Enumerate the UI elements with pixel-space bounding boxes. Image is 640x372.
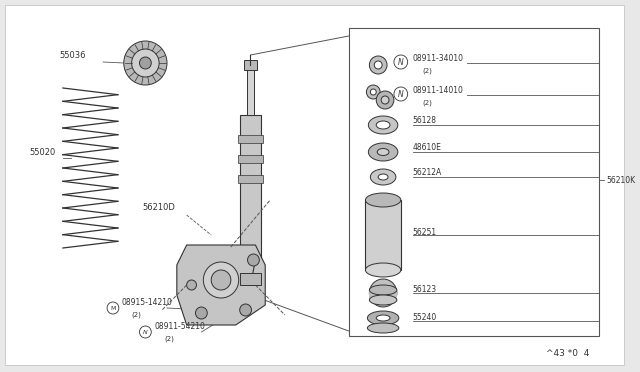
Text: 48610E: 48610E [413, 143, 442, 152]
Ellipse shape [371, 169, 396, 185]
Bar [247, 65, 254, 115]
Bar [369, 290, 397, 300]
Text: 08915-14210: 08915-14210 [122, 298, 173, 307]
Text: 08911-54210: 08911-54210 [154, 322, 205, 331]
Ellipse shape [367, 311, 399, 325]
Text: 56210K: 56210K [606, 176, 636, 185]
Bar [240, 115, 261, 275]
Circle shape [378, 288, 388, 298]
Text: 08911-34010: 08911-34010 [413, 54, 463, 63]
Text: 55036: 55036 [59, 51, 86, 60]
Ellipse shape [369, 116, 398, 134]
Bar [237, 135, 263, 143]
Text: 55240: 55240 [413, 313, 437, 322]
Bar [349, 28, 599, 336]
Bar [237, 155, 263, 163]
Ellipse shape [365, 193, 401, 207]
Text: ^43 *0  4: ^43 *0 4 [546, 349, 589, 358]
Ellipse shape [365, 263, 401, 277]
Text: (2): (2) [422, 99, 432, 106]
Circle shape [140, 326, 151, 338]
Circle shape [204, 262, 239, 298]
Bar [237, 175, 263, 183]
Circle shape [374, 61, 382, 69]
Polygon shape [177, 245, 265, 325]
Circle shape [195, 307, 207, 319]
Circle shape [369, 56, 387, 74]
Text: (2): (2) [132, 311, 141, 317]
Ellipse shape [369, 143, 398, 161]
Circle shape [369, 279, 397, 307]
Circle shape [381, 96, 389, 104]
Ellipse shape [377, 148, 389, 155]
Text: (2): (2) [422, 67, 432, 74]
Circle shape [140, 57, 151, 69]
Circle shape [394, 87, 408, 101]
Text: 56210D: 56210D [143, 203, 175, 212]
Text: 08911-14010: 08911-14010 [413, 86, 463, 95]
Text: N: N [398, 58, 404, 67]
Ellipse shape [376, 121, 390, 129]
Circle shape [124, 41, 167, 85]
Ellipse shape [369, 285, 397, 295]
Circle shape [132, 49, 159, 77]
Text: 56251: 56251 [413, 228, 436, 237]
Text: 56123: 56123 [413, 285, 436, 294]
Ellipse shape [378, 174, 388, 180]
Text: (2): (2) [164, 335, 174, 341]
Circle shape [376, 91, 394, 109]
Ellipse shape [369, 295, 397, 305]
Circle shape [367, 85, 380, 99]
Ellipse shape [376, 315, 390, 321]
Circle shape [187, 280, 196, 290]
Circle shape [248, 254, 259, 266]
Text: 56128: 56128 [413, 116, 436, 125]
Ellipse shape [367, 323, 399, 333]
Circle shape [394, 55, 408, 69]
Text: N: N [143, 330, 148, 334]
Circle shape [211, 270, 231, 290]
Text: 56212A: 56212A [413, 168, 442, 177]
Bar [240, 273, 261, 285]
Circle shape [107, 302, 119, 314]
Text: M: M [110, 305, 116, 311]
Text: N: N [398, 90, 404, 99]
Circle shape [240, 304, 252, 316]
Circle shape [371, 89, 376, 95]
Text: 55020: 55020 [29, 148, 56, 157]
Bar [365, 200, 401, 270]
Bar [244, 60, 257, 70]
